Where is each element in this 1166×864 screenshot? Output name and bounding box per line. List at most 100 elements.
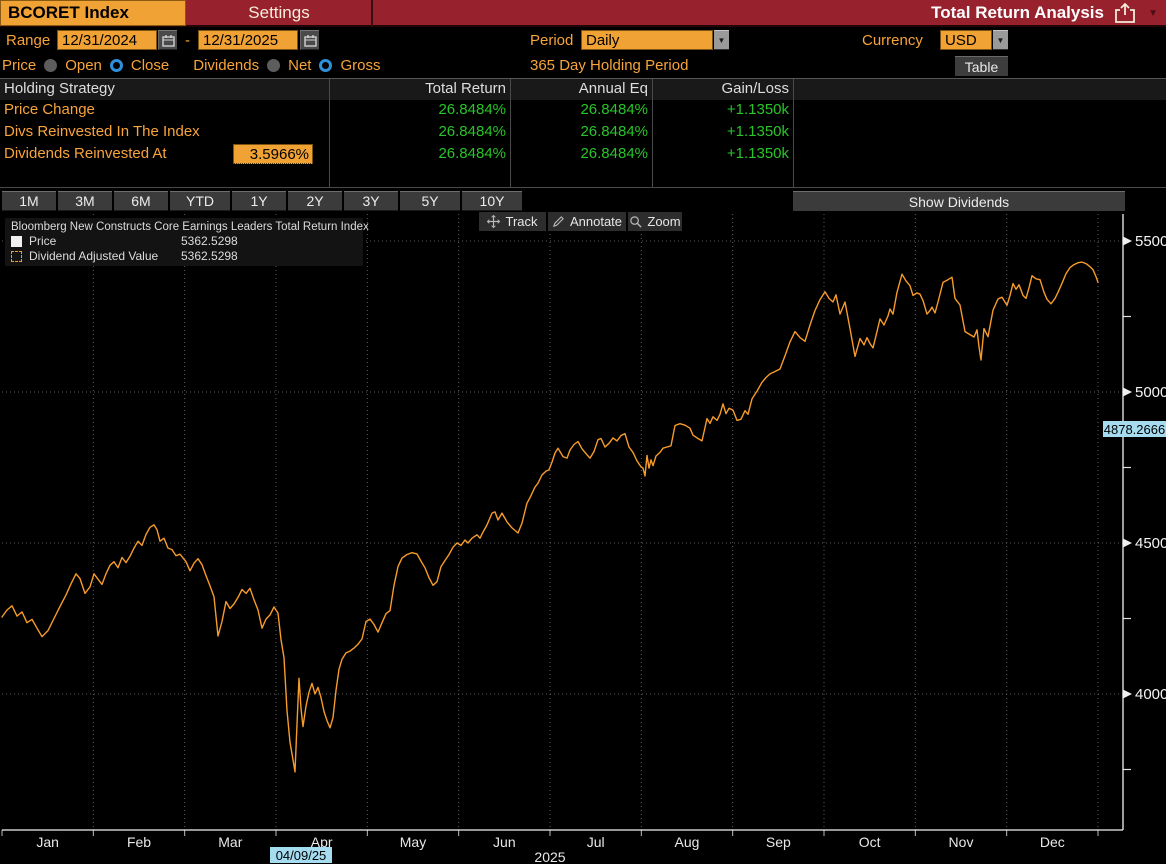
range-button-1m[interactable]: 1M — [2, 191, 56, 211]
gross-radio[interactable] — [319, 59, 333, 72]
dividend-adjusted-series-swatch — [11, 250, 22, 262]
strategy-row-label: Divs Reinvested In The Index — [4, 123, 200, 140]
range-button-1y[interactable]: 1Y — [232, 191, 286, 211]
export-dropdown-caret-icon[interactable]: ▼ — [1148, 8, 1158, 19]
security-tab[interactable]: BCORET Index — [0, 0, 186, 26]
range-button-3m[interactable]: 3M — [58, 191, 112, 211]
dividend-adjusted-series-label: Dividend Adjusted Value — [29, 249, 159, 263]
chart-legend: Bloomberg New Constructs Core Earnings L… — [5, 218, 369, 266]
close-radio-label[interactable]: Close — [130, 57, 170, 74]
strategy-row-value: 26.8484% — [580, 101, 648, 118]
track-button[interactable]: Track — [479, 212, 546, 231]
open-radio[interactable] — [44, 59, 58, 72]
x-axis-month-label: Oct — [859, 834, 881, 850]
range-start-input[interactable]: 12/31/2024 — [57, 30, 157, 50]
title-bar: BCORET Index Settings Total Return Analy… — [0, 0, 1166, 27]
show-dividends-button[interactable]: Show Dividends — [793, 191, 1125, 211]
range-separator: - — [185, 32, 190, 49]
column-header-gain-loss: Gain/Loss — [721, 80, 789, 97]
table-column-divider — [329, 79, 330, 187]
y-axis-label: 4500 — [1135, 535, 1166, 552]
x-axis-month-label: Feb — [127, 834, 151, 850]
x-axis-year-label: 2025 — [534, 849, 566, 864]
strategy-row-value: 26.8484% — [580, 145, 648, 162]
y-axis-tick-marker — [1123, 236, 1132, 246]
column-header-holding-strategy: Holding Strategy — [4, 80, 115, 97]
x-axis-month-label: Jan — [36, 834, 59, 850]
strategy-table-row: Dividends Reinvested At 3.5966% 26.8484% 26… — [0, 144, 1166, 166]
crosshair-date-label: 04/09/25 — [270, 847, 332, 863]
x-axis-month-label: Sep — [766, 834, 791, 850]
strategy-table-row: Divs Reinvested In The Index 26.8484% 26.8… — [0, 122, 1166, 144]
net-radio-label[interactable]: Net — [288, 57, 312, 74]
x-axis-month-label: Mar — [218, 834, 242, 850]
dividend-adjusted-value-line — [1, 261, 1099, 773]
table-column-divider — [510, 79, 511, 187]
strategy-row-value: +1.1350k — [726, 123, 789, 140]
x-axis-month-label: Apr — [311, 834, 333, 850]
chart-legend-title: Bloomberg New Constructs Core Earnings L… — [11, 221, 369, 233]
export-share-icon[interactable] — [1110, 2, 1140, 25]
currency-value: USD — [940, 30, 992, 50]
y-axis-tick-marker — [1123, 689, 1132, 699]
strategy-row-value: 26.8484% — [580, 123, 648, 140]
total-return-chart[interactable]: Jan Feb Mar Apr May Jun Jul Aug Sep Oct Nov Dec 4000… — [0, 212, 1166, 864]
price-series-value: 5362.5298 — [181, 234, 238, 248]
column-header-annual-eq: Annual Eq — [578, 80, 648, 97]
range-button-ytd[interactable]: YTD — [170, 191, 230, 211]
close-radio[interactable] — [109, 59, 123, 72]
x-axis-month-label: Dec — [1040, 834, 1065, 850]
reinvest-rate-input[interactable]: 3.5966% — [233, 144, 313, 164]
period-dropdown-arrow-icon[interactable]: ▼ — [714, 30, 729, 50]
strategy-row-value: +1.1350k — [726, 101, 789, 118]
zoom-button[interactable]: Zoom — [628, 212, 682, 231]
zoom-button-label: Zoom — [647, 214, 681, 229]
annotate-button[interactable]: Annotate — [548, 212, 626, 231]
x-axis-month-label: Nov — [949, 834, 974, 850]
strategy-table-row: Price Change 26.8484% 26.8484% +1.1350k — [0, 100, 1166, 122]
range-button-2y[interactable]: 2Y — [288, 191, 342, 211]
range-end-input[interactable]: 12/31/2025 — [198, 30, 298, 50]
x-axis-month-label: Jul — [587, 834, 605, 850]
page-title: Total Return Analysis — [931, 2, 1104, 22]
table-button[interactable]: Table — [955, 56, 1008, 76]
currency-dropdown[interactable]: USD ▼ — [940, 30, 1008, 50]
annotate-button-label: Annotate — [569, 214, 623, 229]
range-button-3y[interactable]: 3Y — [344, 191, 398, 211]
net-radio[interactable] — [267, 59, 281, 72]
open-radio-label[interactable]: Open — [65, 57, 102, 74]
range-label: Range — [6, 32, 51, 49]
x-axis-month-label: Aug — [675, 834, 700, 850]
currency-dropdown-arrow-icon[interactable]: ▼ — [993, 30, 1008, 50]
x-axis-month-label: Jun — [493, 834, 516, 850]
period-label: Period — [530, 32, 574, 49]
gross-radio-label[interactable]: Gross — [340, 57, 381, 74]
x-axis-month-label: May — [400, 834, 426, 850]
period-dropdown[interactable]: Daily ▼ — [581, 30, 729, 50]
strategy-row-label: Dividends Reinvested At — [4, 145, 167, 162]
y-axis-tick-marker — [1123, 387, 1132, 397]
strategy-table-header: Holding Strategy Total Return Annual Eq … — [0, 79, 1166, 100]
dividends-radio-group-label: Dividends — [193, 57, 260, 74]
price-series-label: Price — [29, 234, 57, 248]
price-dividends-row: Price Open Close Dividends Net Gross 365… — [0, 55, 1166, 78]
table-column-divider — [652, 79, 653, 187]
tracked-value-axis-label: 4878.2666 — [1103, 421, 1166, 437]
strategy-row-value: 26.8484% — [438, 123, 506, 140]
range-button-5y[interactable]: 5Y — [400, 191, 460, 211]
track-button-label: Track — [505, 214, 538, 229]
table-bottom-border — [0, 187, 1166, 188]
dividend-adjusted-series-value: 5362.5298 — [181, 249, 238, 263]
strategy-row-value: 26.8484% — [438, 145, 506, 162]
range-button-10y[interactable]: 10Y — [462, 191, 522, 211]
range-button-6m[interactable]: 6M — [114, 191, 168, 211]
range-start-calendar-icon[interactable] — [158, 30, 177, 50]
range-end-calendar-icon[interactable] — [300, 30, 319, 50]
price-radio-group-label: Price — [2, 57, 37, 74]
table-column-divider — [793, 79, 794, 187]
column-header-total-return: Total Return — [425, 80, 506, 97]
strategy-row-label: Price Change — [4, 101, 95, 118]
settings-tab[interactable]: Settings — [187, 0, 373, 26]
y-axis-label: 4000 — [1135, 686, 1166, 703]
